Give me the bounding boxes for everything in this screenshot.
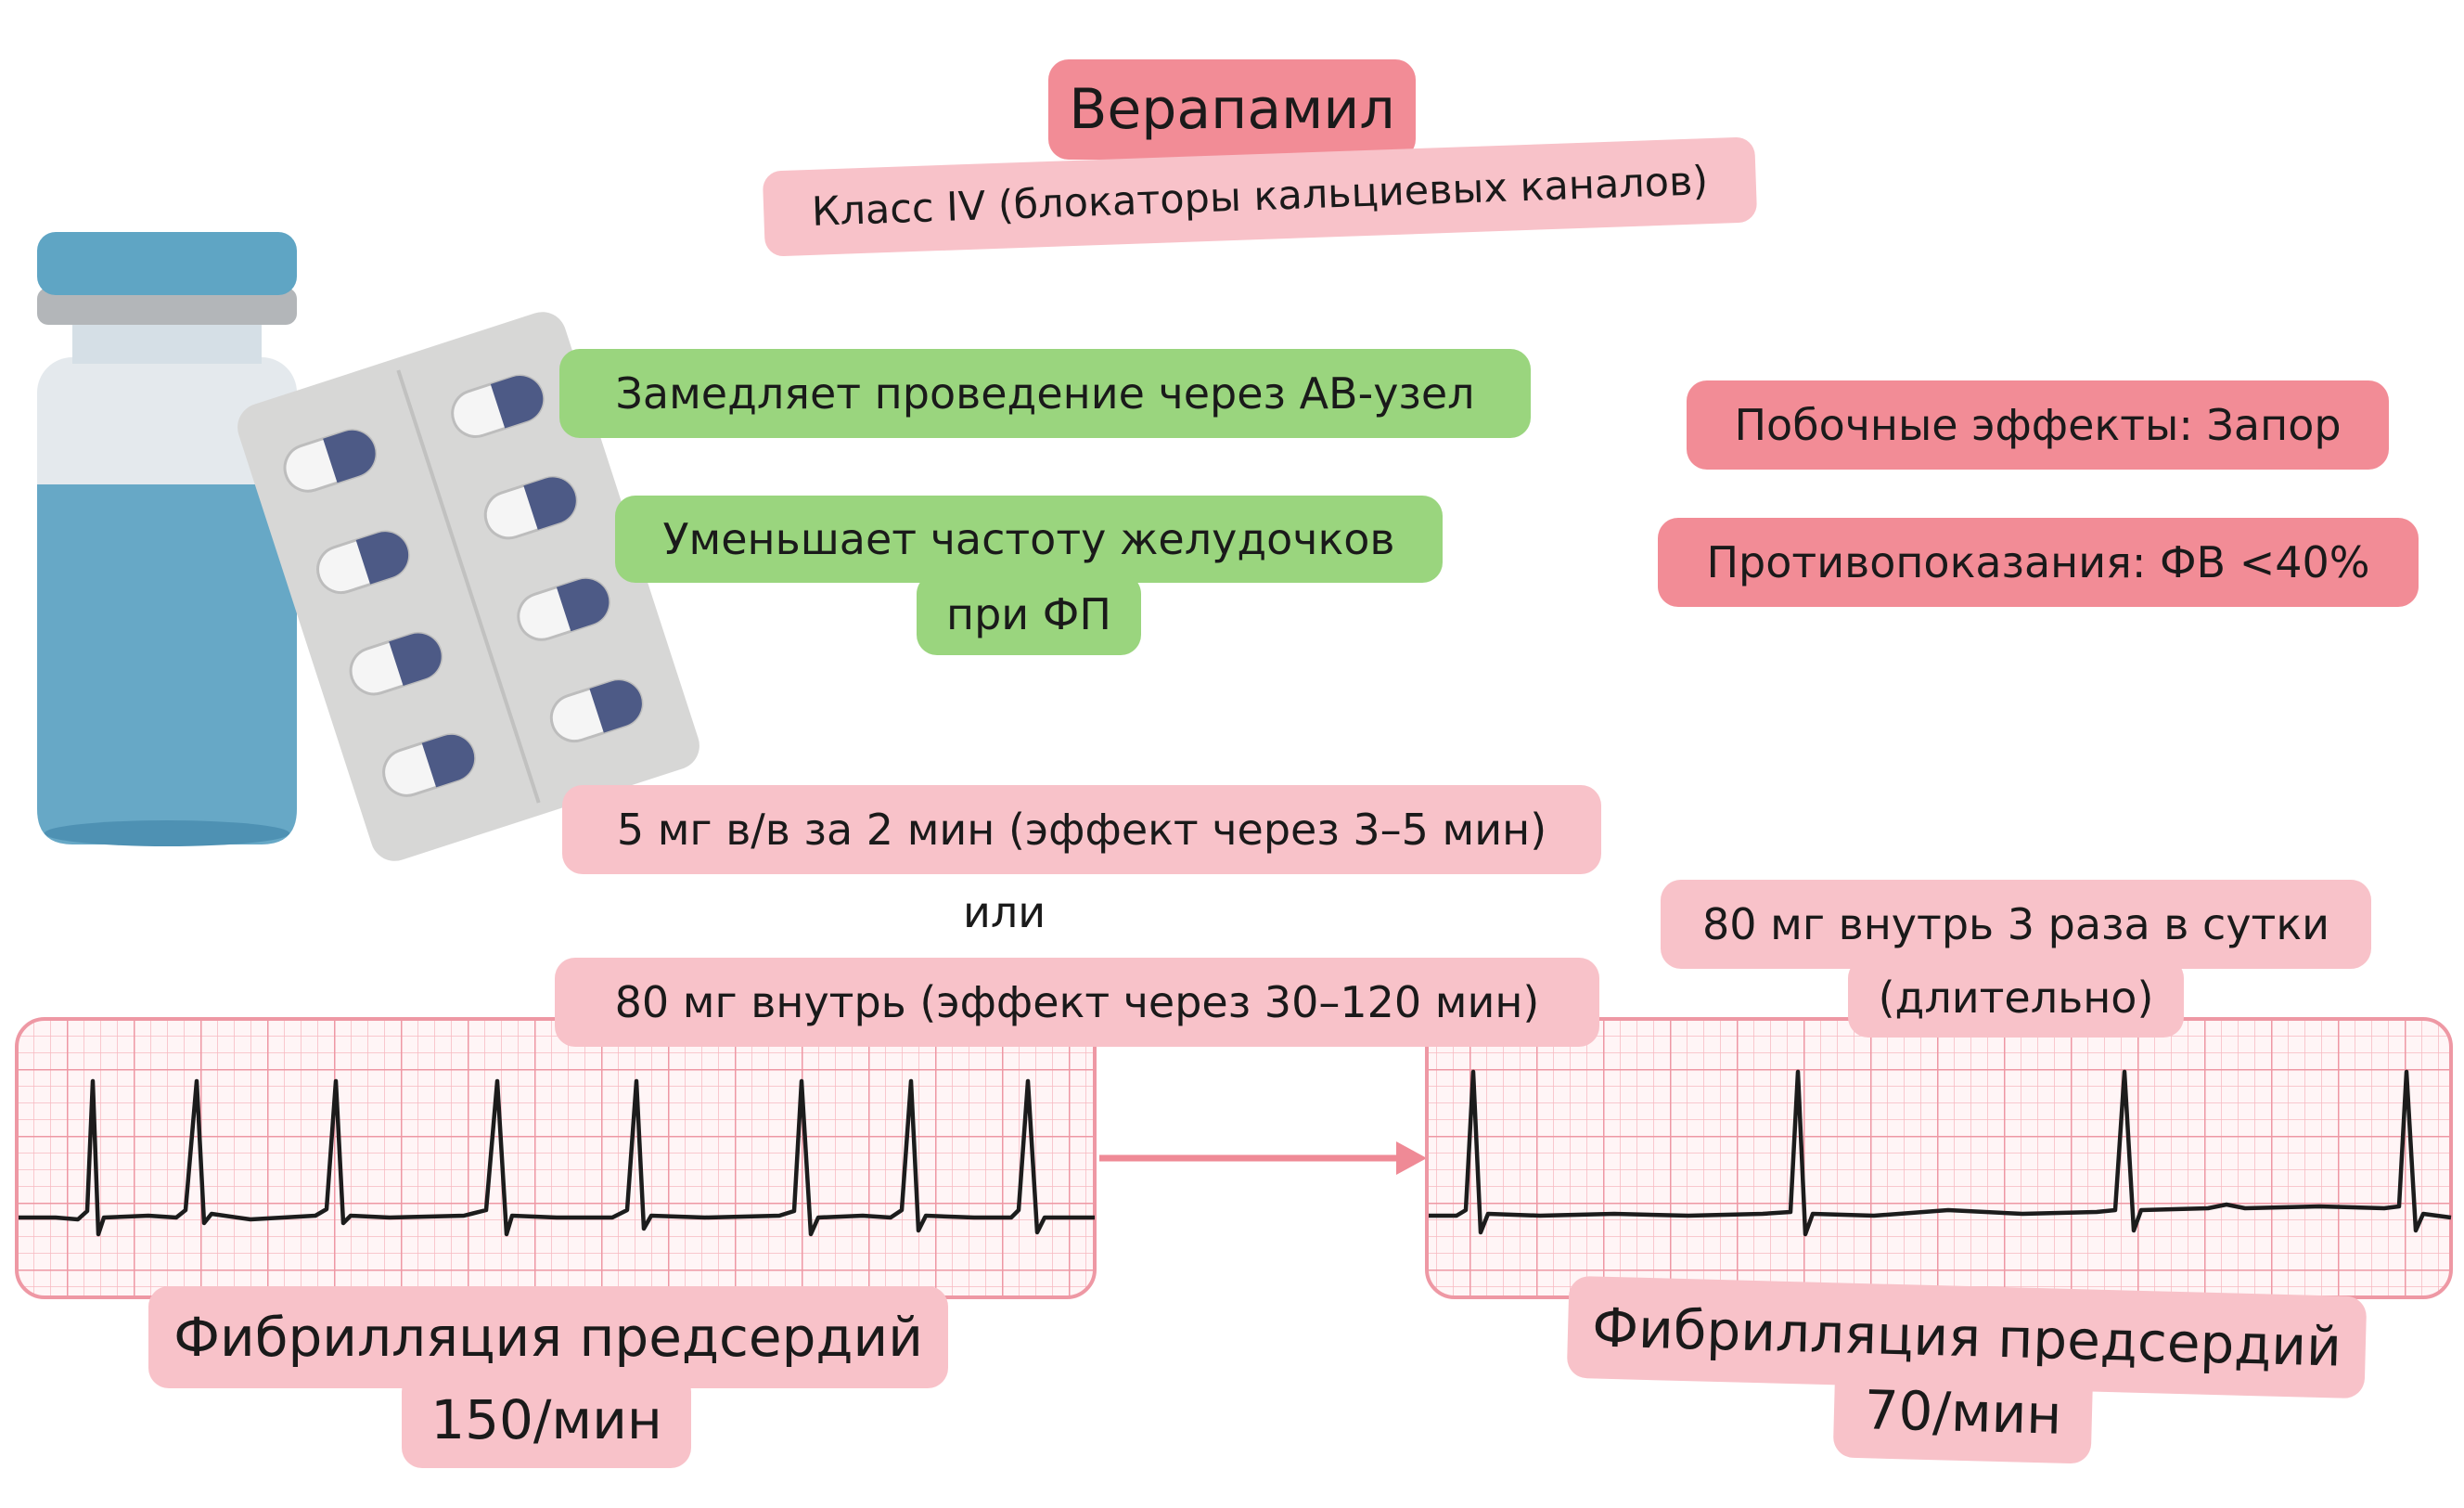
ecg-trace-before [19, 1078, 1095, 1237]
side-effects-text: Побочные эффекты: Запор [1734, 400, 2342, 450]
dose-maintenance-line2: (длительно) [1848, 958, 2184, 1038]
dose-maintenance-line2-text: (длительно) [1878, 973, 2154, 1023]
dose-oral-label: 80 мг внутрь (эффект через 30–120 мин) [555, 958, 1599, 1047]
dose-iv-text: 5 мг в/в за 2 мин (эффект через 3–5 мин) [616, 805, 1547, 855]
mechanism-av-node-text: Замедляет проведение через АВ-узел [615, 368, 1475, 419]
contraindications-label: Противопоказания: ФВ <40% [1658, 518, 2419, 607]
before-rate-label: 150/мин [402, 1372, 691, 1468]
after-rate-text: 70/мин [1863, 1378, 2063, 1447]
pill-icon [283, 429, 378, 493]
vial-icon [37, 232, 297, 846]
before-rhythm-text: Фибрилляция предсердий [173, 1306, 923, 1369]
dose-maintenance-line1: 80 мг внутрь 3 раза в сутки [1661, 880, 2371, 969]
after-rhythm-text: Фибрилляция предсердий [1591, 1295, 2342, 1379]
pill-icon [483, 475, 578, 540]
mechanism-rate-line1: Уменьшает частоту желудочков [615, 496, 1443, 583]
dose-iv-label: 5 мг в/в за 2 мин (эффект через 3–5 мин) [562, 785, 1601, 874]
dose-maintenance-line1-text: 80 мг внутрь 3 раза в сутки [1701, 899, 2330, 949]
mechanism-rate-line2: при ФП [917, 574, 1141, 655]
side-effects-label: Побочные эффекты: Запор [1687, 380, 2389, 470]
pill-icon [349, 631, 443, 696]
dose-oral-text: 80 мг внутрь (эффект через 30–120 мин) [614, 977, 1540, 1027]
mechanism-rate-line1-text: Уменьшает частоту желудочков [662, 514, 1395, 564]
mechanism-av-node: Замедляет проведение через АВ-узел [559, 349, 1531, 438]
dose-or-label: или [963, 887, 1046, 937]
before-rate-text: 150/мин [430, 1388, 662, 1451]
pill-icon [382, 733, 476, 797]
pill-icon [517, 577, 610, 641]
drug-title: Верапамил [1048, 59, 1416, 160]
pill-icon [549, 678, 644, 743]
blister-pack-icon [237, 312, 699, 861]
drug-title-text: Верапамил [1069, 77, 1395, 142]
pill-icon [316, 530, 410, 595]
after-rate-label: 70/мин [1832, 1360, 2094, 1464]
ecg-trace-after [1429, 1069, 2452, 1237]
pill-icon [451, 374, 545, 438]
drug-class-text: Класс IV (блокаторы кальциевых каналов) [811, 157, 1709, 236]
contraindications-text: Противопоказания: ФВ <40% [1706, 537, 2370, 587]
mechanism-rate-line2-text: при ФП [946, 589, 1111, 639]
before-rhythm-label: Фибрилляция предсердий [148, 1286, 948, 1388]
arrow-icon [1099, 1141, 1427, 1175]
ecg-strip-after [1425, 1017, 2453, 1299]
ecg-strip-before [15, 1017, 1097, 1299]
